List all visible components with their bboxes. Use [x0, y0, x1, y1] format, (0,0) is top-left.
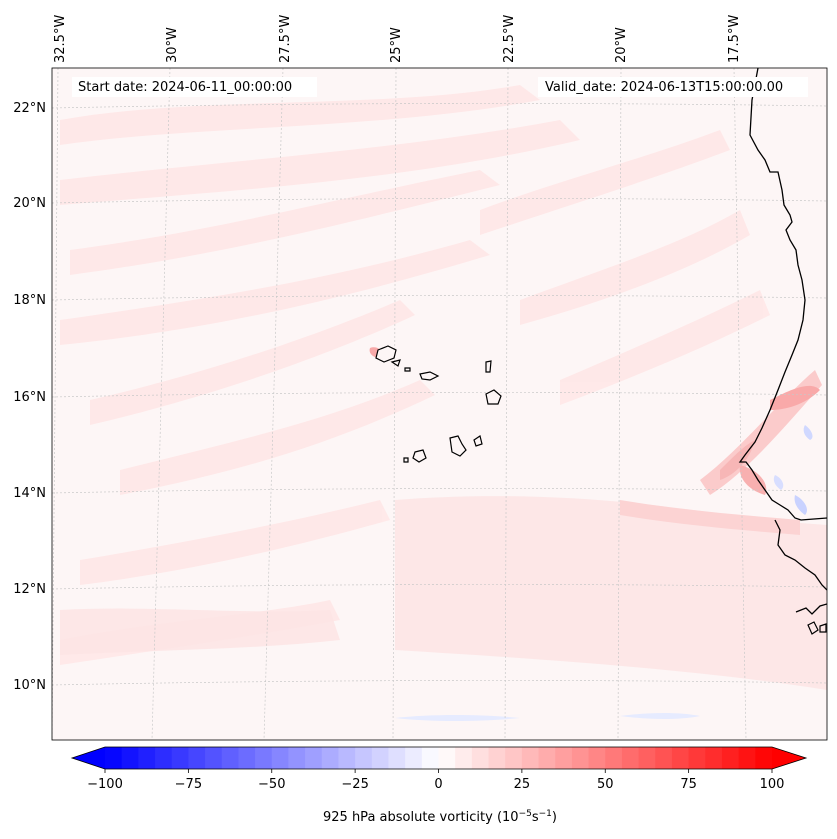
valid-date-text: Valid_date: 2024-06-13T15:00:00.00 — [545, 80, 783, 95]
graticule — [52, 68, 827, 740]
colorbar-segment — [205, 747, 223, 769]
colorbar-segment — [221, 747, 239, 769]
colorbar-segment — [721, 747, 740, 769]
colorbar-segment — [538, 747, 556, 769]
cape-verde-islands — [375, 345, 502, 463]
vorticity-field-broad — [60, 496, 827, 690]
colorbar-segment — [588, 747, 606, 769]
guinea-bissau-coast — [795, 603, 827, 615]
colorbar-segment — [555, 747, 573, 769]
colorbar-extend-max — [772, 747, 806, 769]
units-exp2: −1 — [539, 809, 552, 819]
colorbar-tick-label: 0 — [434, 777, 442, 792]
colorbar-segment — [238, 747, 256, 769]
colorbar-tick-label: −50 — [258, 777, 285, 792]
colorbar-segment — [638, 747, 656, 769]
colorbar-segment — [655, 747, 673, 769]
units-close: ) — [552, 810, 557, 825]
lat-label-12n: 12°N — [13, 582, 46, 597]
colorbar-segment — [505, 747, 523, 769]
colorbar-tick-label: 75 — [680, 777, 697, 792]
colorbar-segment — [521, 747, 540, 769]
colorbar-segment — [755, 747, 773, 769]
gambia-coast — [774, 519, 827, 591]
valid-date-box — [538, 77, 808, 97]
lat-label-10n: 10°N — [13, 678, 46, 693]
colorbar-tick-label: 50 — [597, 777, 614, 792]
colorbar-segment — [355, 747, 373, 769]
bissagos-islands — [807, 621, 827, 635]
colorbar-segment — [738, 747, 756, 769]
lon-label-17-5w: 17.5°W — [727, 15, 742, 63]
lat-label-14n: 14°N — [13, 486, 46, 501]
lon-label-25w: 25°W — [389, 27, 404, 63]
lat-label-18n: 18°N — [13, 293, 46, 308]
colorbar-segment — [438, 747, 456, 769]
colorbar-segment — [255, 747, 273, 769]
colorbar-segment — [288, 747, 306, 769]
start-date-box — [72, 77, 317, 97]
colorbar-tick-label: 25 — [514, 777, 531, 792]
colorbar-segment — [138, 747, 156, 769]
colorbar-segment — [338, 747, 356, 769]
colorbar-segment — [188, 747, 206, 769]
colorbar-segment — [405, 747, 423, 769]
colorbar-segment — [605, 747, 623, 769]
units-base: (10 — [497, 810, 519, 825]
colorbar-segment — [321, 747, 339, 769]
lat-label-16n: 16°N — [13, 390, 46, 405]
colorbar-segment — [705, 747, 723, 769]
colorbar-tick-label: −75 — [175, 777, 202, 792]
lon-label-32-5w: 32.5°W — [53, 15, 68, 63]
colorbar — [70, 746, 808, 770]
colorbar-segment — [421, 747, 439, 769]
lon-label-22-5w: 22.5°W — [502, 15, 517, 63]
colorbar-segment — [171, 747, 189, 769]
start-date-text: Start date: 2024-06-11_00:00:00 — [78, 80, 292, 95]
colorbar-segment — [388, 747, 406, 769]
colorbar-segment — [371, 747, 389, 769]
colorbar-tick-label: −100 — [87, 777, 123, 792]
colorbar-segment — [571, 747, 590, 769]
colorbar-extend-min — [72, 747, 105, 769]
lon-label-27-5w: 27.5°W — [278, 15, 293, 63]
colorbar-segment — [105, 747, 123, 769]
colorbar-ticks: −100 −75 −50 −25 0 25 50 75 100 — [87, 769, 784, 792]
lat-label-22n: 22°N — [13, 101, 46, 116]
africa-coastline — [738, 68, 827, 521]
lat-label-20n: 20°N — [13, 196, 46, 211]
colorbar-segment — [305, 747, 323, 769]
colorbar-tick-label: −25 — [341, 777, 368, 792]
colorbar-tick-label: 100 — [760, 777, 785, 792]
variable-name: 925 hPa absolute vorticity — [323, 810, 493, 825]
colorbar-segment — [621, 747, 640, 769]
units-mid: s — [532, 810, 539, 825]
colorbar-segment — [688, 747, 706, 769]
colorbar-caption: 925 hPa absolute vorticity (10−5s−1) — [323, 809, 557, 825]
units-exp1: −5 — [519, 809, 532, 819]
colorbar-segment — [121, 747, 139, 769]
colorbar-segment — [155, 747, 173, 769]
map-frame — [51, 67, 828, 741]
lon-label-20w: 20°W — [614, 27, 629, 63]
vorticity-negative-patches — [395, 425, 813, 721]
colorbar-segment — [271, 747, 289, 769]
lon-label-30w: 30°W — [165, 27, 180, 63]
colorbar-segment — [471, 747, 490, 769]
colorbar-segment — [488, 747, 506, 769]
colorbar-segment — [671, 747, 690, 769]
colorbar-segment — [455, 747, 473, 769]
